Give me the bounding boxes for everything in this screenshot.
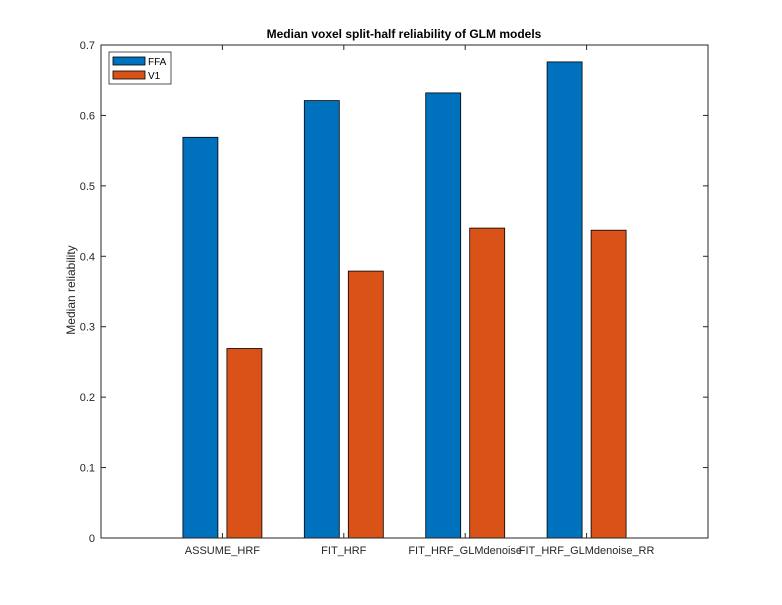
y-tick-label: 0.3 bbox=[80, 322, 95, 334]
y-tick-label: 0.1 bbox=[80, 463, 95, 475]
x-tick-label: FIT_HRF_GLMdenoise_RR bbox=[519, 545, 655, 557]
ticks-layer: 0 0.1 0.2 0.3 0.4 0.5 0.6 0.7 ASSUME_HRF FIT_HRF F… bbox=[80, 40, 708, 557]
legend-label-v1: V1 bbox=[148, 71, 161, 82]
legend-label-ffa: FFA bbox=[148, 57, 167, 68]
bar-v1-assume-hrf bbox=[226, 348, 263, 539]
x-tick-label: FIT_HRF bbox=[321, 545, 367, 557]
bar-ffa-fit-hrf-glmdenoise bbox=[425, 92, 462, 539]
legend: FFA V1 bbox=[108, 51, 172, 85]
y-tick-label: 0 bbox=[89, 533, 95, 545]
axes-box bbox=[100, 44, 709, 539]
y-tick-label: 0.2 bbox=[80, 392, 95, 404]
bar-v1-fit-hrf bbox=[347, 270, 384, 539]
legend-swatch-ffa bbox=[112, 56, 146, 66]
bars-layer bbox=[182, 61, 627, 539]
x-tick-label: ASSUME_HRF bbox=[185, 545, 260, 557]
legend-swatch-v1 bbox=[112, 70, 146, 80]
y-tick-label: 0.7 bbox=[80, 40, 95, 52]
bar-v1-fit-hrf-glmdenoise bbox=[469, 227, 506, 539]
bar-ffa-fit-hrf bbox=[303, 100, 340, 539]
y-tick-label: 0.6 bbox=[80, 110, 95, 122]
bar-v1-fit-hrf-glmdenoise-rr bbox=[590, 229, 627, 539]
chart-title: Median voxel split-half reliability of G… bbox=[267, 27, 542, 41]
y-tick-label: 0.4 bbox=[80, 251, 95, 263]
y-tick-label: 0.5 bbox=[80, 181, 95, 193]
y-axis-label: Median reliability bbox=[64, 245, 78, 334]
bar-ffa-fit-hrf-glmdenoise-rr bbox=[546, 61, 583, 539]
x-tick-label: FIT_HRF_GLMdenoise bbox=[408, 545, 522, 557]
bar-ffa-assume-hrf bbox=[182, 136, 219, 539]
